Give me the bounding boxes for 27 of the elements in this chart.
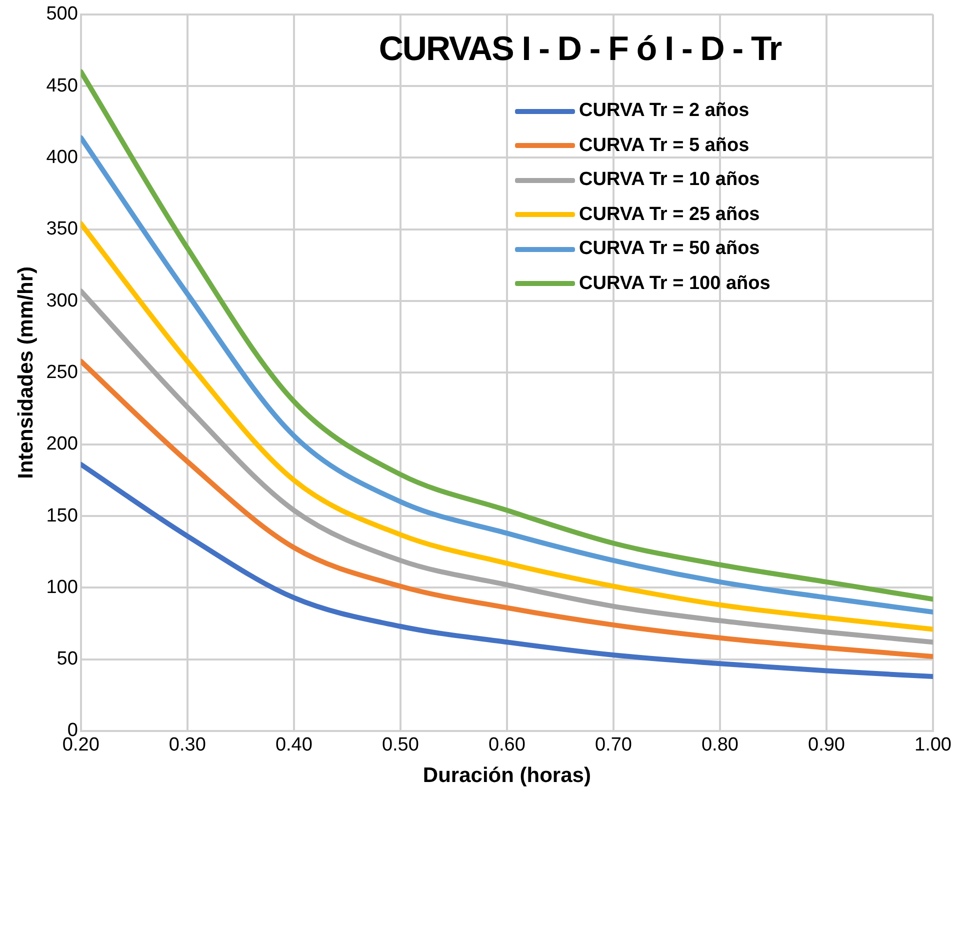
x-axis-title: Duración (horas) (422, 764, 591, 788)
x-tick-label: 0.70 (594, 734, 632, 756)
x-tick-label: 1.00 (914, 734, 952, 756)
y-tick-label: 400 (46, 146, 78, 168)
y-tick-label: 300 (46, 290, 78, 312)
y-tick-label: 200 (46, 434, 78, 455)
y-tick-label: 100 (46, 576, 78, 598)
legend-label: CURVA Tr = 5 años (579, 134, 750, 157)
legend-label: CURVA Tr = 2 años (579, 100, 750, 122)
text: CURVAS I - D - F ó I - D - Tr (378, 30, 783, 69)
y-tick-label: 500 (46, 4, 78, 25)
y-tick-label: 250 (46, 362, 78, 383)
y-tick-label: 450 (46, 75, 78, 96)
y-tick-label: 350 (46, 218, 78, 240)
y-tick-label: 150 (46, 505, 78, 526)
legend-label: CURVA Tr = 100 años (579, 272, 770, 295)
x-tick-label: 0.40 (275, 734, 312, 756)
legend-label: CURVA Tr = 10 años (579, 169, 760, 192)
legend-label: CURVA Tr = 50 años (579, 238, 760, 260)
x-tick-label: 0.30 (168, 734, 206, 756)
x-tick-label: 0.60 (488, 734, 526, 756)
y-axis-title: Intensidades (mm/hr) (14, 266, 38, 479)
x-tick-label: 0.90 (808, 734, 845, 756)
x-tick-label: 0.80 (701, 734, 738, 756)
legend-label: CURVA Tr = 25 años (579, 204, 760, 226)
y-tick-label: 50 (56, 648, 78, 670)
x-tick-label: 0.50 (382, 734, 419, 756)
